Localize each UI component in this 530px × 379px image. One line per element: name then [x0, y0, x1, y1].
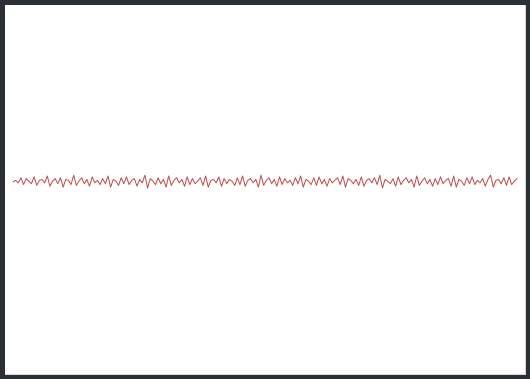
plot-panel [5, 5, 526, 375]
series-line [12, 174, 518, 189]
chart-area [12, 174, 518, 189]
